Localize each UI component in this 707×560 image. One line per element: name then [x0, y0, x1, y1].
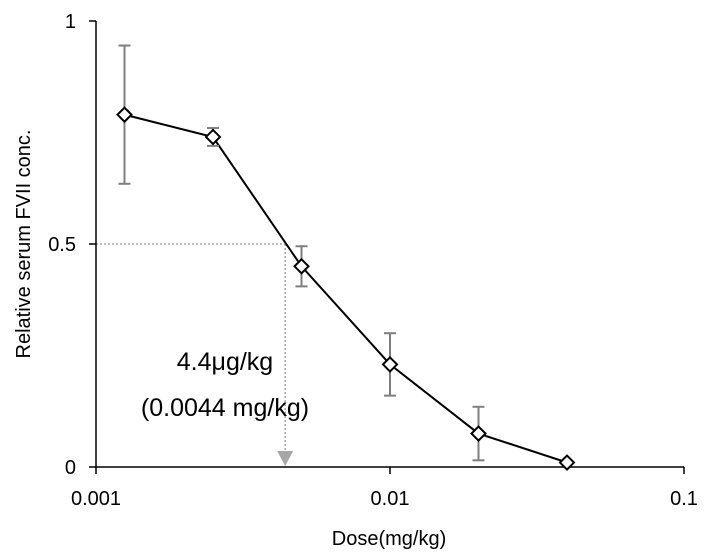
y-axis-label: Relative serum FVII conc.	[13, 130, 35, 359]
y-tick-label: 1	[65, 11, 76, 33]
data-point	[204, 128, 222, 146]
labels: Dose(mg/kg) Relative serum FVII conc. 4.…	[13, 130, 446, 550]
data-point	[293, 257, 310, 275]
x-tick-label: 0.001	[71, 488, 121, 510]
data-point	[558, 454, 576, 471]
y-tick-label: 0	[65, 457, 76, 479]
x-axis-label: Dose(mg/kg)	[332, 528, 446, 550]
data-series	[116, 44, 576, 471]
annotation-dose-ug: 4.4μg/kg	[177, 348, 273, 376]
x-tick-label: 0.01	[371, 488, 410, 510]
data-point	[116, 106, 133, 124]
data-point	[470, 425, 487, 442]
reference-lines	[96, 243, 294, 466]
annotation-dose-mg: (0.0044 mg/kg)	[141, 394, 309, 422]
y-tick-label: 0.5	[48, 234, 76, 256]
axes: 0.001 0.01 0.1 0 0.5 1	[48, 11, 698, 510]
series-line	[124, 113, 568, 464]
reference-arrowhead	[277, 451, 294, 466]
x-tick-label: 0.1	[670, 488, 698, 510]
data-point	[381, 356, 399, 373]
